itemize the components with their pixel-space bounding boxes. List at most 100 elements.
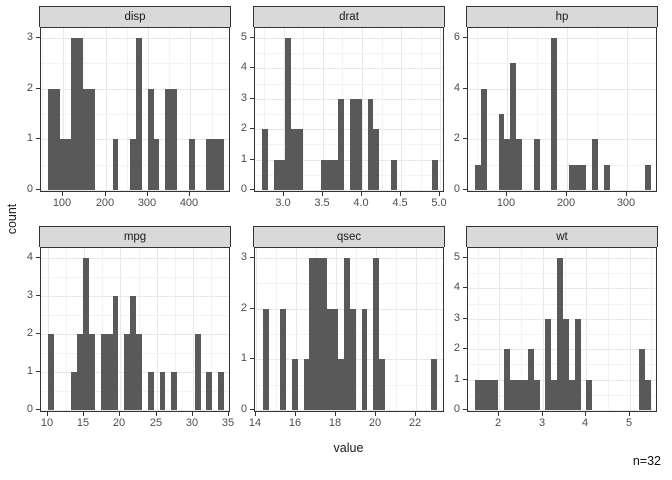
grid-line-y-major: [255, 38, 443, 39]
facet-strip: drat: [253, 6, 445, 27]
grid-line-y-major: [41, 410, 229, 411]
histogram-bar: [89, 89, 95, 190]
y-tick-label: 2: [240, 302, 247, 314]
x-tick-label: 5: [625, 417, 633, 429]
x-tick: [629, 412, 630, 416]
histogram-bar: [338, 359, 344, 410]
facet-wt: wt 0 1 2 3 4 5 2 3 4 5: [454, 226, 658, 429]
facet-panel: [467, 27, 657, 192]
histogram-bar: [263, 309, 269, 410]
histogram-bar: [113, 296, 118, 410]
y-tick-label: 2: [26, 327, 33, 339]
grid-line-x-major: [296, 248, 297, 411]
grid-line-y-major: [468, 190, 656, 191]
grid-line-y-major: [255, 410, 443, 411]
histogram-bar: [551, 380, 557, 410]
histogram-bar: [160, 372, 165, 410]
x-tick: [47, 412, 48, 416]
facet-strip: qsec: [253, 226, 445, 247]
y-tick: [250, 257, 254, 258]
histogram-bar: [592, 139, 598, 190]
grid-line-x-major: [627, 28, 628, 191]
x-tick: [283, 192, 284, 196]
histogram-bar: [545, 319, 551, 410]
y-tick: [463, 379, 467, 380]
histogram-bar: [130, 296, 136, 410]
x-tick-label: 25: [149, 417, 163, 429]
grid-line-x-major: [586, 248, 587, 411]
facet-panel: [467, 247, 657, 412]
histogram-bar: [304, 359, 309, 410]
y-tick: [36, 371, 40, 372]
histogram-bar: [475, 380, 481, 410]
y-tick: [36, 333, 40, 334]
histogram-bar: [604, 165, 610, 190]
x-tick-label: 4: [581, 417, 589, 429]
histogram-bar: [113, 139, 118, 190]
facet-panel: [40, 247, 230, 412]
histogram-bar: [48, 334, 54, 410]
x-tick-label: 14: [248, 417, 262, 429]
y-tick: [250, 128, 254, 129]
y-tick: [36, 409, 40, 410]
grid-line-y-major: [41, 258, 229, 259]
histogram-bar: [66, 139, 71, 190]
histogram-bar: [77, 334, 83, 410]
histogram-bar: [563, 319, 569, 410]
y-tick-label: 1: [26, 132, 33, 144]
histogram-bar: [54, 89, 60, 190]
y-tick-label: 2: [453, 132, 460, 144]
x-tick: [83, 412, 84, 416]
grid-line-y-major: [41, 89, 229, 90]
grid-line-x-minor: [537, 28, 538, 191]
grid-line-x-minor: [66, 248, 67, 411]
grid-line-x-major: [193, 248, 194, 411]
y-tick: [36, 189, 40, 190]
histogram-bar: [379, 359, 385, 410]
histogram-bar: [124, 334, 130, 410]
y-tick-label: 4: [240, 61, 247, 73]
grid-line-y-major: [255, 190, 443, 191]
histogram-bar: [639, 349, 645, 410]
grid-line-y-major: [468, 89, 656, 90]
x-tick-label: 300: [137, 197, 157, 209]
x-tick: [566, 192, 567, 196]
facet-qsec: qsec 0 1 2 3 14 16 18 20 22: [241, 226, 445, 429]
x-tick-label: 5.0: [431, 197, 447, 209]
x-tick: [415, 412, 416, 416]
facet-strip: wt: [466, 226, 658, 247]
grid-line-y-major: [468, 38, 656, 39]
grid-line-x-minor: [436, 248, 437, 411]
grid-line-y-minor: [41, 114, 229, 115]
grid-line-x-minor: [597, 28, 598, 191]
histogram-bar: [373, 258, 379, 410]
x-tick-label: 22: [408, 417, 422, 429]
histogram-bar: [195, 334, 201, 410]
histogram-bar: [71, 372, 77, 410]
y-tick-label: 1: [26, 365, 33, 377]
x-tick-label: 20: [112, 417, 126, 429]
grid-line-x-major: [63, 28, 64, 191]
histogram-bar: [321, 160, 327, 190]
histogram-bar: [481, 89, 487, 190]
y-tick-label: 0: [453, 403, 460, 415]
histogram-bar: [344, 258, 350, 410]
y-tick-label: 1: [453, 373, 460, 385]
x-axis-title: value: [333, 441, 364, 455]
grid-line-x-major: [401, 28, 402, 191]
grid-line-y-major: [255, 68, 443, 69]
x-tick: [335, 412, 336, 416]
y-tick: [250, 189, 254, 190]
histogram-bar: [189, 139, 195, 190]
facet-strip-label: wt: [556, 231, 568, 243]
y-tick-label: 4: [453, 281, 460, 293]
grid-line-x-minor: [303, 28, 304, 191]
grid-line-y-minor: [468, 165, 656, 166]
histogram-bar: [499, 114, 504, 190]
grid-line-x-major: [416, 248, 417, 411]
x-tick-label: 4.0: [353, 197, 369, 209]
histogram-bar: [332, 160, 338, 190]
x-tick-label: 4.5: [392, 197, 408, 209]
grid-line-x-major: [440, 28, 441, 191]
